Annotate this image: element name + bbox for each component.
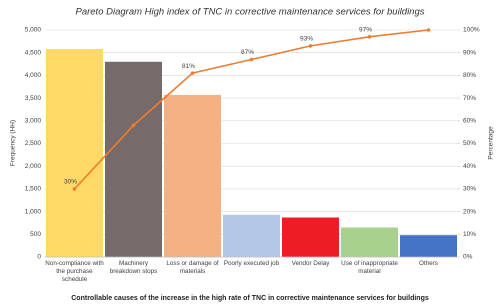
y-tick-label: 5,000 [25,27,42,34]
x-tick-label: Others [419,260,438,267]
y-tick-label: 2,000 [25,163,42,170]
y-axis-title: Frequency (HH) [10,120,17,166]
y2-tick-label: 30% [463,186,476,193]
point-label: 97% [359,27,372,34]
point-label: 30% [64,179,77,186]
line-point [190,71,195,75]
y-tick-label: 3,000 [25,118,42,125]
point-label: 81% [182,63,195,70]
point-label: 87% [241,49,254,56]
y2-tick-label: 90% [463,49,476,56]
x-tick-label-box: Loss or damage of materials [166,260,219,275]
x-tick-label: Non-compliance with the purchase schedul… [45,260,104,283]
x-tick-label-box: Poorly executed job [223,260,280,267]
bar [46,49,103,258]
y-tick-label: 0 [37,254,41,261]
y-tick-label: 4,500 [25,49,42,56]
bar [341,227,398,257]
y-tick-label: 1,000 [25,208,42,215]
chart-title: Pareto Diagram High index of TNC in corr… [75,7,424,18]
x-tick-label-box: Non-compliance with the purchase schedul… [45,260,104,283]
bar [105,61,162,257]
x-tick-label: Use of inappropriate material [341,260,398,275]
x-axis-title: Controllable causes of the increase in t… [71,295,429,302]
y2-tick-label: 50% [463,140,476,147]
x-tick-label: Poorly executed job [223,260,280,267]
y-tick-label: 1,500 [25,186,42,193]
line-point [249,57,254,62]
x-tick-label-box: Others [419,260,438,267]
line-point [367,35,372,39]
y2-tick-label: 60% [463,118,476,125]
x-tick-label: Machinery breakdown stops [109,260,158,275]
y2-tick-label: 0% [463,254,473,261]
y2-tick-label: 70% [463,95,476,102]
y-tick-label: 4,000 [25,72,42,79]
y2-tick-label: 40% [463,163,476,170]
y2-tick-label: 100% [463,27,480,34]
point-label: 93% [300,36,313,43]
x-tick-label-box: Machinery breakdown stops [109,260,158,275]
line-point [308,44,313,48]
bar [223,214,280,257]
y2-tick-label: 80% [463,72,476,79]
line-point [131,123,136,128]
x-tick-label: Loss or damage of materials [166,260,219,275]
line-point [426,28,431,32]
line-point [72,187,77,191]
y-tick-label: 500 [30,231,41,238]
y2-tick-label: 10% [463,231,476,238]
y2-axis-title: Percentage [488,126,495,160]
y2-tick-label: 20% [463,208,476,215]
bar [400,235,457,257]
x-tick-label-box: Use of inappropriate material [341,260,398,275]
bar [282,217,339,257]
y-tick-label: 2,500 [25,140,42,147]
bar [164,94,221,257]
y-tick-label: 3,500 [25,95,42,102]
x-tick-label-box: Vendor Delay [291,260,330,267]
x-tick-label: Vendor Delay [291,260,330,267]
